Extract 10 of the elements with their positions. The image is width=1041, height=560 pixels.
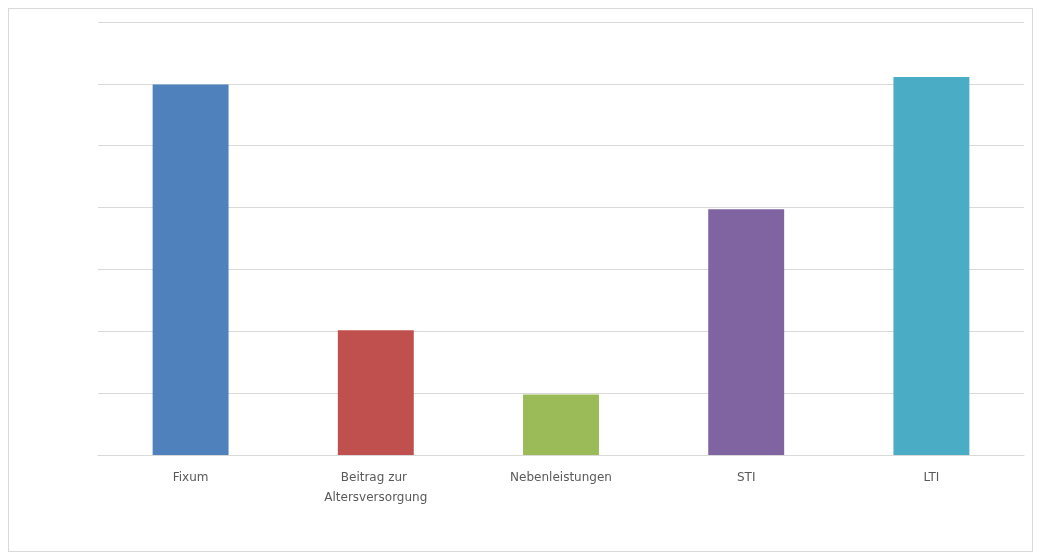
bar: [708, 209, 785, 455]
x-tick-label: LTI: [923, 470, 940, 484]
x-tick-label: Nebenleistungen: [510, 470, 612, 484]
x-tick-label: Fixum: [172, 470, 209, 484]
x-tick-label: STI: [736, 470, 756, 484]
bar: [523, 394, 599, 455]
bar: [337, 330, 414, 455]
x-tick-label: Beitrag zur Altersversorgung: [324, 470, 428, 504]
bar: [893, 76, 970, 455]
bar: [152, 84, 229, 455]
